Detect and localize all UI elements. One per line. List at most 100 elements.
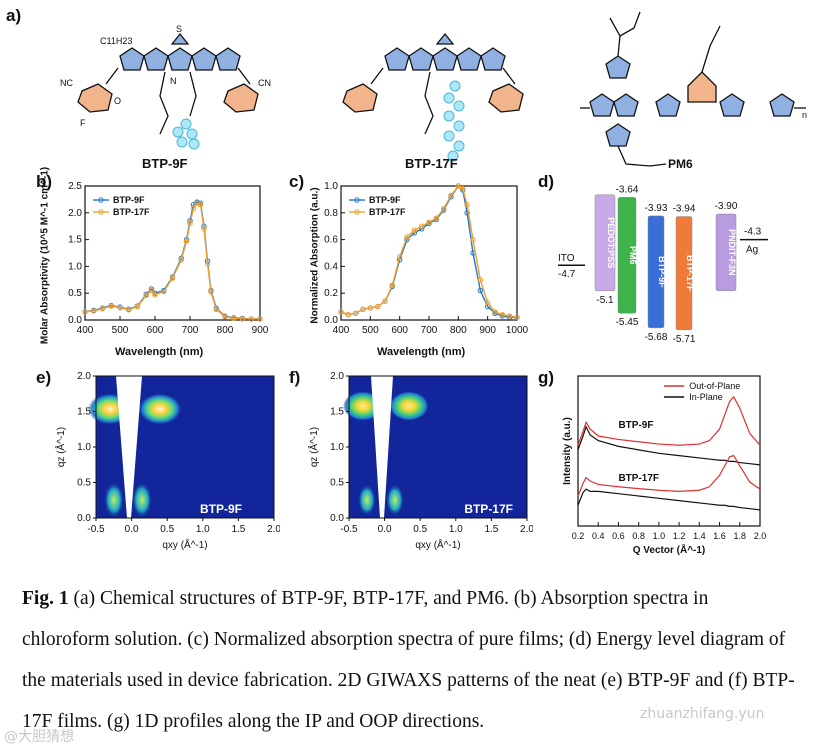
energy-level-diagram: PEDOT:PSS -5.1 PM6 -3.64 -5.45 BTP-9F -3.93 -5.… xyxy=(558,184,768,345)
chart-b-data-point xyxy=(117,304,123,311)
chart-c-legend-label: BTP-17F xyxy=(369,207,406,217)
chart-b-series-line xyxy=(84,201,260,320)
chart-b-data-point xyxy=(190,205,197,212)
chart-g-xtick-label: 1.4 xyxy=(693,531,706,541)
chart-c-xtick-label: 600 xyxy=(391,325,408,336)
btp-9f-atom-labels: S N F O NC CN C11H23 xyxy=(60,24,271,128)
ag-label: Ag xyxy=(746,245,758,256)
chart-b-xtick-label: 500 xyxy=(112,325,129,336)
giwaxs-e-ytick-label: 1.5 xyxy=(77,407,91,418)
chart-c-data-point xyxy=(367,305,374,311)
chart-c-legend-marker xyxy=(354,197,360,203)
panel-label-d: d) xyxy=(538,172,555,191)
giwaxs-e-xtick-label: 0.5 xyxy=(160,524,174,535)
panel-label-b: b) xyxy=(36,172,53,191)
figure-caption: Fig. 1 (a) Chemical structures of BTP-9F… xyxy=(22,578,798,742)
atom-label-alkyl: C11H23 xyxy=(100,36,132,46)
giwaxs-f-xtick-label: -0.5 xyxy=(340,524,358,535)
watermark-left: @大胆猜想 xyxy=(4,729,74,745)
chart-c-ytick-label: 0.4 xyxy=(324,261,338,272)
giwaxs-f-xtick-label: 1.0 xyxy=(449,524,463,535)
chart-b-ylabel: Molar Absorptivity (10^5 M^-1 cm^-1) xyxy=(39,166,51,345)
giwaxs-f-ytick-label: 0.0 xyxy=(330,513,344,524)
chart-b-xtick-label: 600 xyxy=(147,325,164,336)
lumo-value-label: -3.90 xyxy=(715,201,738,212)
chart-b-data-point xyxy=(208,289,214,295)
homo-value-label: -5.1 xyxy=(596,295,614,306)
chart-b: 400 500 600 700 800 900 0.0 0.5 1.0 1.5 2.0 2.5 BTP-… xyxy=(68,181,269,336)
chart-b-data-point xyxy=(152,292,158,298)
chart-g: 0.2 0.4 0.6 0.8 1.0 1.2 1.4 1.6 1.8 2.0 Q Vector (… xyxy=(562,375,767,556)
chart-b-data-point xyxy=(201,226,207,232)
giwaxs-f-ytick-label: 2.0 xyxy=(330,371,344,382)
giwaxs-e-xlabel: qxy (Å^-1) xyxy=(162,538,207,551)
giwaxs-f: BTP-17F -0.5 0.0 0.5 1.0 1.5 2.00.00.51.01.52… xyxy=(307,371,533,551)
giwaxs-f-ylabel: qz (Å^-1) xyxy=(307,427,320,467)
giwaxs-f-xtick-label: 0.5 xyxy=(413,524,427,535)
chart-b-data-point xyxy=(204,261,211,267)
chart-g-ylabel: Intensity (a.u.) xyxy=(562,417,573,485)
structure-name-btp-17f: BTP-17F xyxy=(405,156,458,171)
homo-value-label: -5.71 xyxy=(673,334,696,345)
chart-c-data-point xyxy=(492,309,498,315)
giwaxs-e: BTP-9F -0.5 0.0 0.5 1.0 1.5 2.00.00.51.01.52.… xyxy=(54,371,280,551)
atom-label-s: S xyxy=(176,24,182,34)
chart-b-data-point xyxy=(91,308,97,314)
watermark-right: zhuanzhifang.yun xyxy=(640,706,765,722)
energy-bar xyxy=(647,215,665,329)
chart-b-data-point xyxy=(143,292,149,299)
chart-c-series-line xyxy=(340,185,518,319)
chart-c-data-point xyxy=(426,219,432,225)
chart-b-data-point xyxy=(161,288,167,295)
chart-g-sample-label: BTP-17F xyxy=(618,473,659,484)
chart-c-data-point xyxy=(499,311,506,318)
chart-b-data-point xyxy=(239,316,246,322)
chart-b-data-point xyxy=(187,220,193,227)
chart-b-data-point xyxy=(148,287,155,294)
energy-level-plot: PEDOT:PSS -5.1 PM6 -3.64 -5.45 BTP-9F -3.93 -5.… xyxy=(558,184,768,345)
chart-c-data-point xyxy=(440,206,447,212)
lumo-value-label: -3.93 xyxy=(645,203,668,214)
energy-bar-label: PEDOT:PSS xyxy=(606,217,616,268)
giwaxs-e-xtick-label: 1.0 xyxy=(196,524,210,535)
chart-c-data-point xyxy=(477,277,484,283)
chart-c-data-point xyxy=(352,310,359,317)
chart-c-data-point xyxy=(411,227,418,233)
giwaxs-f-xtick-label: 0.0 xyxy=(378,524,392,535)
chart-b-ytick-label: 0.0 xyxy=(68,315,82,326)
btp-9f-structure xyxy=(77,32,259,150)
chart-b-data-point xyxy=(231,315,237,322)
giwaxs-e-xtick-label: 0.0 xyxy=(125,524,139,535)
energy-bar xyxy=(594,194,616,292)
chart-b-legend-marker xyxy=(98,197,104,203)
chart-g-xtick-label: 2.0 xyxy=(754,531,767,541)
chart-c-xtick-label: 400 xyxy=(333,325,350,336)
chart-c-data-point xyxy=(470,236,476,243)
chart-b-data-point xyxy=(197,202,204,208)
chart-c-data-point xyxy=(389,282,396,288)
chart-c-xtick-label: 800 xyxy=(450,325,467,336)
chart-b-data-point xyxy=(213,306,219,312)
chart-c-legend-label: BTP-9F xyxy=(369,195,401,205)
chart-b-ytick-label: 0.5 xyxy=(68,288,82,299)
chart-b-data-point xyxy=(178,257,184,263)
chart-c-xtick-label: 1000 xyxy=(506,325,529,336)
giwaxs-f-xtick-label: 2.0 xyxy=(520,524,533,535)
chart-b-ytick-label: 2.0 xyxy=(68,208,82,219)
chart-c-ytick-label: 1.0 xyxy=(324,181,338,192)
chart-c-data-point xyxy=(374,303,381,310)
chart-g-series-line xyxy=(577,488,761,511)
giwaxs-e-ytick-label: 0.5 xyxy=(77,478,91,489)
chart-b-data-point xyxy=(99,306,106,312)
chart-c-data-point xyxy=(382,298,388,304)
chart-g-xtick-label: 0.8 xyxy=(632,531,645,541)
chart-g-sample-label: BTP-9F xyxy=(618,420,653,431)
chart-g-xtick-label: 1.2 xyxy=(673,531,686,541)
chart-c-data-point xyxy=(448,192,454,199)
chart-b-data-point xyxy=(248,316,254,322)
btp-17f-structure xyxy=(342,32,524,162)
energy-bar-label: PNDIT-F3N xyxy=(727,229,737,276)
homo-value-label: -5.68 xyxy=(645,332,668,343)
chart-g-frame xyxy=(577,375,761,527)
